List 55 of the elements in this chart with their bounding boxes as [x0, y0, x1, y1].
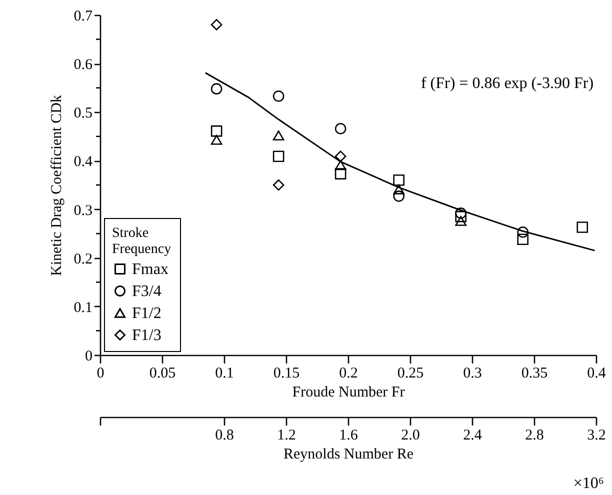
point [334, 168, 346, 180]
point [576, 222, 588, 233]
legend-label: F1/3 [132, 327, 162, 344]
x-axis-title: Froude Number Fr [292, 384, 405, 400]
y-tick-label: 0.6 [74, 57, 93, 74]
legend-label: Fmax [132, 261, 168, 278]
y-tick-label: 0.7 [74, 8, 93, 24]
point [393, 174, 404, 186]
x-tick-label: 0.35 [521, 366, 548, 382]
y-tick-label: 0 [85, 348, 92, 364]
x2-tick-label: 1.6 [339, 428, 358, 444]
point [393, 190, 404, 202]
point [210, 83, 222, 94]
point [455, 216, 466, 226]
legend-label: F1/2 [132, 305, 162, 322]
x2-tick-label: 1.2 [277, 428, 296, 444]
y-tick-label: 0.5 [74, 106, 92, 122]
y-tick-label: 0.2 [74, 251, 92, 268]
x-tick-label: 0.4 [587, 366, 606, 382]
x2-tick-label: 2.4 [463, 428, 482, 444]
point [210, 125, 222, 137]
point [334, 123, 346, 134]
x2-tick-label: 2.0 [401, 428, 420, 444]
point [517, 234, 528, 246]
x2-tick-label: 3.2 [587, 428, 606, 444]
x2-axis-title: Reynolds Number Re [284, 446, 414, 462]
point [517, 226, 528, 238]
point [272, 90, 284, 102]
x-tick-label: 0.15 [273, 366, 300, 382]
annotation: f (Fr) = 0.86 exp (-3.90 Fr) [420, 75, 594, 92]
x-tick-label: 0.25 [397, 366, 424, 382]
point [334, 160, 346, 170]
text: ×10⁶ [573, 475, 604, 492]
point [272, 179, 284, 191]
point [272, 150, 284, 162]
line-series [204, 72, 596, 252]
legend-title: Stroke Frequency [112, 226, 172, 257]
point [455, 210, 466, 222]
x-tick-label: 0.1 [215, 366, 234, 382]
y-tick-label: 0.4 [74, 154, 93, 170]
x2-tick-label: 2.8 [525, 428, 544, 444]
point [393, 184, 404, 194]
y-tick-label: 0.3 [74, 202, 92, 219]
point [210, 19, 222, 30]
x-tick-label: 0.3 [463, 366, 482, 382]
point [334, 150, 346, 162]
y-tick-label: 0.1 [74, 300, 92, 316]
legend-label: F3/4 [132, 283, 162, 300]
x-tick-label: 0 [96, 366, 104, 382]
x-tick-label: 0.2 [339, 366, 358, 382]
point [272, 130, 284, 140]
x-tick-label: 0.05 [149, 366, 176, 382]
point [210, 134, 222, 145]
x2-tick-label: 0.8 [215, 428, 234, 444]
y-axis-title: Kinetic Drag Coefficient CDk [48, 94, 65, 276]
